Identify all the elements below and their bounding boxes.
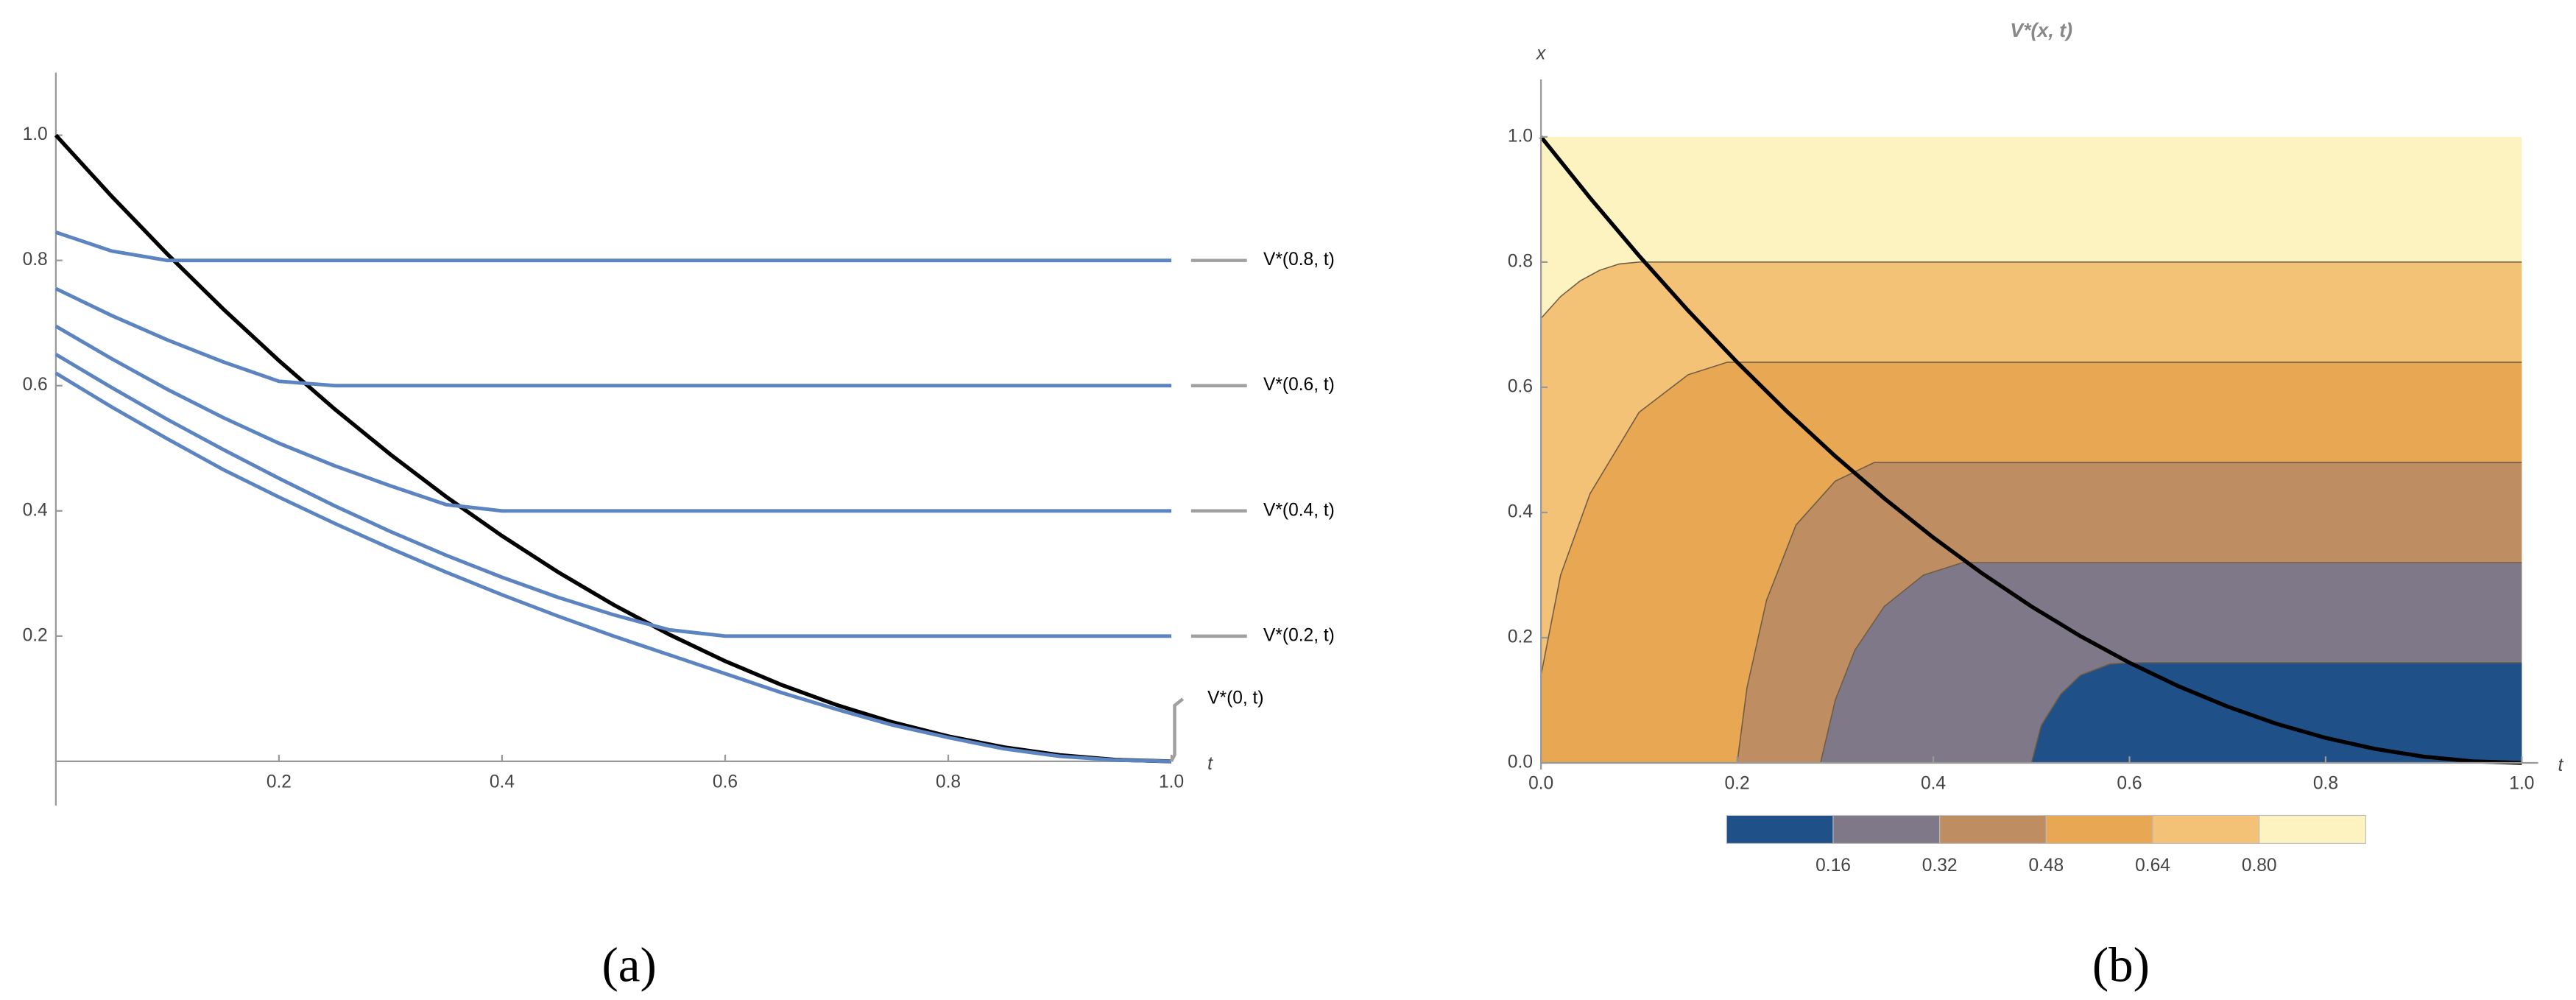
x-tick-label: 0.6	[2117, 774, 2142, 794]
x-tick-label: 0.4	[1921, 774, 1946, 794]
caption: (a)	[602, 938, 657, 993]
series-line	[1539, 135, 2522, 765]
chart-title: V*(x, t)	[2010, 19, 2072, 41]
y-tick-label: 0.4	[23, 500, 48, 520]
series-label: V*(0, t)	[1207, 689, 1263, 708]
series-line	[54, 371, 1172, 764]
label-bracket	[1170, 697, 1185, 762]
x-tick-label: 0.4	[490, 772, 515, 792]
colorbar-band	[2152, 814, 2260, 844]
contour-line	[1540, 362, 2522, 676]
region	[1541, 663, 2522, 764]
y-tick-label: 0.0	[1508, 753, 1533, 772]
series-label: V*(0.2, t)	[1263, 625, 1335, 645]
colorbar-tick-label: 0.16	[1815, 856, 1851, 876]
y-tick-label: 1.0	[1508, 126, 1533, 146]
x-axis-label: t	[2558, 756, 2563, 775]
caption: (b)	[2092, 938, 2150, 993]
contour-line	[1540, 261, 2522, 319]
colorbar-tick-label: 0.32	[1922, 856, 1958, 876]
x-tick-label: 0.8	[2313, 774, 2338, 794]
series-label: V*(0.4, t)	[1263, 500, 1335, 520]
colorbar-tick-label: 0.64	[2135, 856, 2170, 876]
y-tick-label: 0.8	[23, 250, 48, 270]
contour-line	[1820, 562, 2522, 764]
y-tick-label: 0.2	[1508, 627, 1533, 647]
x-tick-label: 0.8	[936, 772, 961, 792]
y-axis-label: x	[1536, 44, 1546, 64]
y-tick-label: 1.0	[23, 124, 48, 144]
y-tick-label: 0.6	[1508, 376, 1533, 396]
series-label: V*(0.6, t)	[1263, 375, 1335, 395]
series-line	[54, 353, 1172, 638]
colorbar-band	[1726, 814, 1834, 844]
colorbar-band	[2045, 814, 2153, 844]
x-tick-label: 0.0	[1528, 774, 1553, 794]
x-tick-label: 0.2	[267, 772, 292, 792]
y-tick-label: 0.4	[1508, 501, 1533, 521]
x-tick-label: 0.6	[713, 772, 738, 792]
x-axis-label: t	[1207, 754, 1213, 774]
colorbar-band	[1939, 814, 2047, 844]
x-tick-label: 1.0	[2509, 774, 2534, 794]
y-tick-label: 0.8	[1508, 251, 1533, 271]
y-tick-label: 0.2	[23, 625, 48, 645]
x-tick-label: 1.0	[1159, 772, 1184, 792]
contour-line	[1736, 462, 2522, 764]
colorbar-tick-label: 0.48	[2028, 856, 2064, 876]
series-line	[54, 324, 1172, 513]
y-tick-label: 0.6	[23, 375, 48, 395]
colorbar-tick-label: 0.80	[2242, 856, 2277, 876]
series-line	[54, 286, 1172, 388]
colorbar-band	[2259, 814, 2366, 844]
x-tick-label: 0.2	[1725, 774, 1750, 794]
series-line	[55, 230, 1172, 263]
series-label: V*(0.8, t)	[1263, 250, 1335, 270]
colorbar-band	[1832, 814, 1941, 844]
